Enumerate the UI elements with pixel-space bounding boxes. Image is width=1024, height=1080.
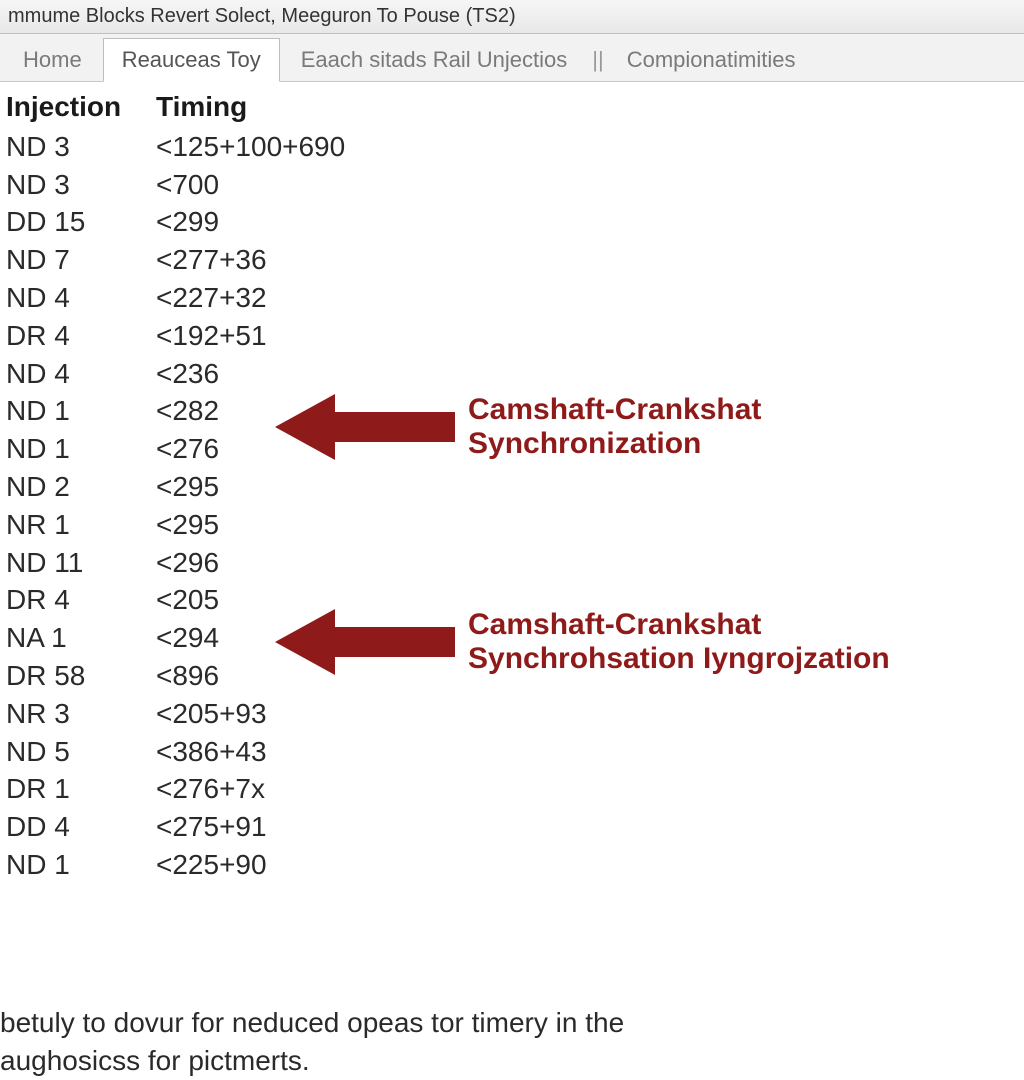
- annotation-line1: Camshaft-Crankshat: [468, 608, 890, 643]
- window-title: mmume Blocks Revert Solect, Meeguron To …: [8, 5, 516, 28]
- cell-injection: DR 58: [6, 657, 156, 695]
- annotation-line2: Synchrohsation Iyngrojzation: [468, 642, 890, 677]
- annotation-text: Camshaft-CrankshatSynchronization: [468, 393, 761, 462]
- table-row: ND 4<227+32: [6, 279, 1024, 317]
- cell-timing: <295: [156, 506, 456, 544]
- header-injection: Injection: [6, 88, 156, 126]
- tab-home[interactable]: Home: [4, 38, 101, 81]
- table-header-row: Injection Timing: [6, 88, 1024, 126]
- cell-injection: ND 4: [6, 355, 156, 393]
- cell-injection: ND 1: [6, 430, 156, 468]
- cell-timing: <192+51: [156, 317, 456, 355]
- arrow-left-icon: [270, 597, 460, 687]
- cell-timing: <299: [156, 203, 456, 241]
- cell-timing: <275+91: [156, 808, 456, 846]
- cell-timing: <700: [156, 166, 456, 204]
- cell-timing: <295: [156, 468, 456, 506]
- cell-injection: ND 11: [6, 544, 156, 582]
- table-row: NR 1<295: [6, 506, 1024, 544]
- annotation-callout: Camshaft-CrankshatSynchrohsation Iyngroj…: [270, 597, 890, 687]
- table-row: ND 1<225+90: [6, 846, 1024, 884]
- arrow-left-icon: [270, 382, 460, 472]
- window-titlebar: mmume Blocks Revert Solect, Meeguron To …: [0, 0, 1024, 34]
- cell-timing: <205+93: [156, 695, 456, 733]
- cell-injection: ND 5: [6, 733, 156, 771]
- tab-bar: Home Reauceas Toy Eaach sitads Rail Unje…: [0, 34, 1024, 82]
- table-row: DR 1<276+7x: [6, 770, 1024, 808]
- cell-timing: <227+32: [156, 279, 456, 317]
- cell-injection: DR 4: [6, 581, 156, 619]
- tab-compionatimities[interactable]: Compionatimities: [608, 38, 815, 81]
- annotation-text: Camshaft-CrankshatSynchrohsation Iyngroj…: [468, 608, 890, 677]
- cell-timing: <386+43: [156, 733, 456, 771]
- cell-injection: DD 4: [6, 808, 156, 846]
- cell-timing: <277+36: [156, 241, 456, 279]
- cell-injection: DR 1: [6, 770, 156, 808]
- table-row: ND 11<296: [6, 544, 1024, 582]
- cell-timing: <225+90: [156, 846, 456, 884]
- cell-injection: ND 1: [6, 846, 156, 884]
- tab-rail-unjectios[interactable]: Eaach sitads Rail Unjectios: [282, 38, 587, 81]
- cell-timing: <296: [156, 544, 456, 582]
- cell-injection: NA 1: [6, 619, 156, 657]
- table-row: ND 2<295: [6, 468, 1024, 506]
- table-row: DD 4<275+91: [6, 808, 1024, 846]
- annotation-line2: Synchronization: [468, 427, 761, 462]
- cell-injection: NR 1: [6, 506, 156, 544]
- footer-line2: aughosicss for pictmerts.: [0, 1042, 624, 1080]
- table-row: ND 3<700: [6, 166, 1024, 204]
- cell-timing: <276+7x: [156, 770, 456, 808]
- annotation-line1: Camshaft-Crankshat: [468, 393, 761, 428]
- footer-line1: betuly to dovur for neduced opeas tor ti…: [0, 1004, 624, 1042]
- header-timing: Timing: [156, 88, 456, 126]
- tab-divider: ||: [588, 39, 607, 81]
- table-row: ND 3<125+100+690: [6, 128, 1024, 166]
- timing-table: Injection Timing ND 3<125+100+690ND 3<70…: [6, 88, 1024, 884]
- annotation-callout: Camshaft-CrankshatSynchronization: [270, 382, 761, 472]
- cell-injection: DR 4: [6, 317, 156, 355]
- footer-text: betuly to dovur for neduced opeas tor ti…: [0, 1004, 624, 1080]
- cell-injection: ND 1: [6, 392, 156, 430]
- tab-reauceas[interactable]: Reauceas Toy: [103, 38, 280, 82]
- cell-injection: ND 3: [6, 166, 156, 204]
- table-row: ND 5<386+43: [6, 733, 1024, 771]
- table-row: NR 3<205+93: [6, 695, 1024, 733]
- content-area: Injection Timing ND 3<125+100+690ND 3<70…: [0, 82, 1024, 884]
- table-row: DR 4<192+51: [6, 317, 1024, 355]
- table-row: ND 7<277+36: [6, 241, 1024, 279]
- cell-injection: ND 4: [6, 279, 156, 317]
- cell-injection: NR 3: [6, 695, 156, 733]
- cell-injection: ND 2: [6, 468, 156, 506]
- cell-timing: <125+100+690: [156, 128, 456, 166]
- cell-injection: ND 7: [6, 241, 156, 279]
- cell-injection: DD 15: [6, 203, 156, 241]
- table-row: DD 15<299: [6, 203, 1024, 241]
- cell-injection: ND 3: [6, 128, 156, 166]
